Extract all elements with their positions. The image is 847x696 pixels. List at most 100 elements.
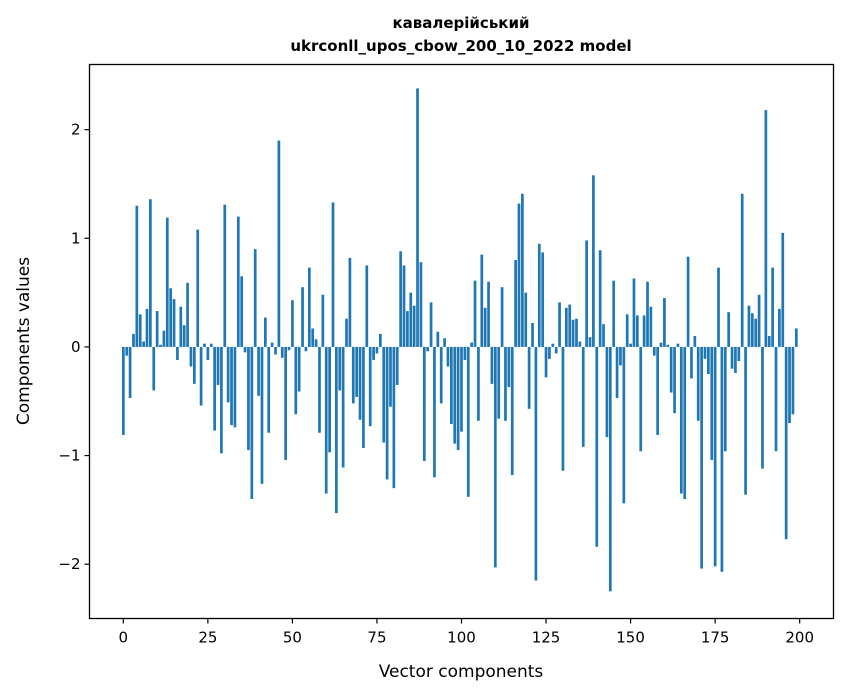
bar: [636, 315, 639, 347]
x-axis-label: Vector components: [379, 662, 544, 682]
x-tick-label: 25: [198, 629, 217, 647]
bar: [419, 262, 423, 347]
bar: [135, 205, 139, 347]
bar: [264, 317, 267, 347]
y-axis-ticks: −2 −1 0 1 2: [58, 121, 90, 573]
bar: [257, 346, 260, 396]
bar: [622, 346, 626, 504]
bar: [341, 346, 345, 468]
bar: [592, 175, 595, 347]
bar: [375, 346, 379, 354]
bar: [439, 346, 443, 404]
bar: [568, 304, 572, 347]
bar: [463, 346, 467, 360]
bar: [761, 346, 764, 469]
bar: [209, 343, 213, 347]
bar: [199, 346, 203, 406]
bar: [402, 265, 406, 347]
bar: [750, 313, 754, 347]
bar: [480, 254, 484, 347]
bar: [301, 287, 304, 347]
bar: [615, 346, 619, 398]
bar: [318, 346, 321, 433]
bar: [372, 346, 375, 360]
bar: [365, 265, 369, 347]
bar: [466, 346, 470, 497]
bar: [676, 343, 680, 347]
bar: [700, 346, 703, 569]
bar: [304, 346, 308, 352]
bar: [477, 346, 480, 421]
bar: [412, 305, 416, 347]
bar: [145, 308, 149, 347]
plot-frame: [88, 63, 835, 620]
bar: [236, 216, 240, 347]
bar: [585, 240, 588, 347]
bar: [409, 292, 413, 347]
bar: [521, 193, 524, 347]
bar: [470, 342, 473, 347]
bar: [639, 346, 643, 452]
bar: [284, 346, 287, 460]
x-axis-ticks: 0 25 50 75 100 125 150 175 200: [119, 618, 814, 647]
bar: [378, 333, 382, 347]
bar: [399, 251, 402, 347]
bar: [335, 346, 338, 514]
bar: [744, 346, 747, 495]
bar: [723, 346, 727, 452]
bar: [669, 346, 673, 393]
bar: [358, 346, 362, 420]
bar: [226, 346, 230, 403]
bar: [179, 306, 183, 347]
bar: [720, 346, 724, 572]
bar: [757, 294, 761, 347]
bar: [216, 346, 220, 385]
bar: [679, 346, 683, 494]
bar: [348, 257, 352, 347]
y-tick-label: 0: [71, 338, 81, 356]
bar: [311, 328, 315, 347]
bar: [314, 339, 318, 347]
bar: [483, 307, 487, 347]
bar: [351, 346, 355, 404]
bar: [717, 267, 720, 347]
bar: [291, 300, 294, 347]
bar: [324, 346, 328, 494]
bar: [493, 346, 497, 568]
bar: [730, 346, 734, 369]
bar: [578, 341, 582, 347]
bar: [656, 346, 659, 435]
bar: [696, 346, 700, 421]
x-tick-label: 50: [283, 629, 302, 647]
x-tick-label: 100: [447, 629, 476, 647]
bar: [500, 287, 504, 347]
bar: [619, 346, 622, 366]
bar: [429, 302, 433, 347]
bar: [534, 346, 538, 581]
bar: [554, 346, 558, 354]
bar: [595, 346, 599, 547]
bar: [734, 346, 737, 373]
bar: [605, 346, 609, 438]
bar: [307, 267, 311, 347]
bar: [788, 346, 791, 423]
bar: [450, 346, 453, 425]
bar: [416, 88, 419, 347]
bar: [497, 346, 501, 419]
x-tick-label: 150: [616, 629, 645, 647]
bar: [189, 346, 193, 367]
bar: [152, 346, 156, 391]
bar: [612, 280, 616, 347]
bar: [544, 346, 548, 378]
bar: [125, 346, 129, 356]
bar: [274, 346, 277, 355]
bar: [781, 232, 785, 347]
y-tick-label: 2: [71, 121, 81, 139]
bar: [331, 202, 335, 347]
bar: [345, 318, 348, 347]
bar: [673, 346, 676, 414]
bar: [649, 306, 653, 347]
bar: [517, 203, 521, 347]
bar: [172, 299, 176, 347]
